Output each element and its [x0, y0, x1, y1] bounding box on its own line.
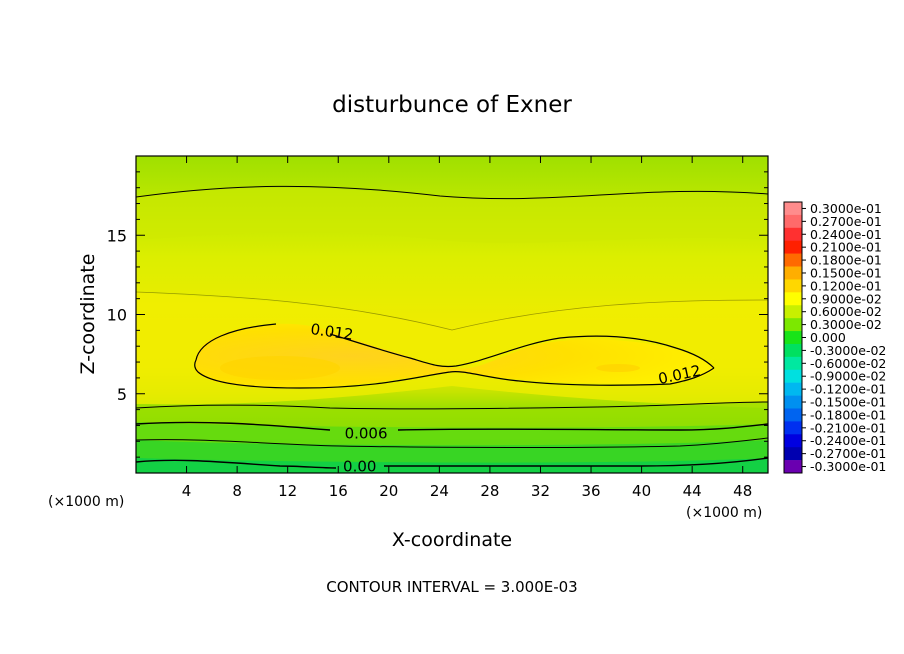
- contour-line: [136, 185, 768, 200]
- colorbar-swatch: [784, 369, 802, 383]
- colorbar-label: -0.1200e-01: [810, 382, 886, 397]
- contour-line-0.00: [136, 457, 768, 469]
- y-tick-label: 10: [107, 306, 127, 325]
- x-tick-label: 20: [379, 482, 398, 500]
- contour-label: 0.00: [343, 458, 376, 476]
- x-tick-label: 40: [632, 482, 651, 500]
- colorbar-label: -0.3000e-02: [810, 343, 886, 358]
- contour-line: [136, 401, 768, 410]
- contour-label-group: 0.006: [345, 424, 388, 442]
- colorbar-swatch: [784, 395, 802, 409]
- x-tick-label: 28: [480, 482, 499, 500]
- contour-line-0.012: [194, 323, 715, 389]
- x-tick-label: 24: [430, 482, 449, 500]
- x-unit-label-left: (×1000 m): [48, 494, 124, 510]
- contour-interval-footer: CONTOUR INTERVAL = 3.000E-03: [326, 578, 577, 596]
- y-tick-label: 15: [107, 226, 127, 245]
- x-tick-label: 8: [232, 482, 242, 500]
- field-band-upper: [136, 187, 768, 244]
- colorbar-label: -0.1500e-01: [810, 395, 886, 410]
- contour-line: [136, 437, 768, 448]
- colorbar-swatch: [784, 240, 802, 254]
- colorbar-label: 0.1800e-01: [810, 253, 882, 268]
- x-tick-label: 12: [278, 482, 297, 500]
- colorbar-swatch: [784, 408, 802, 422]
- colorbar-swatch: [784, 447, 802, 461]
- plot-area: [136, 156, 768, 473]
- contour-label: 0.006: [345, 424, 388, 442]
- colorbar-swatch: [784, 421, 802, 435]
- colorbar-label: -0.2700e-01: [810, 446, 886, 461]
- colorbar-swatch: [784, 202, 802, 216]
- colorbar-swatch: [784, 292, 802, 306]
- colorbar-swatch: [784, 434, 802, 448]
- contour-label-group: 0.00: [343, 458, 376, 476]
- x-tick-label: 44: [683, 482, 702, 500]
- y-tick-label: 5: [117, 385, 127, 404]
- colorbar-label: 0.3000e-02: [810, 317, 882, 332]
- contour-label-group: 0.012: [309, 320, 354, 344]
- colorbar-label: -0.1800e-01: [810, 407, 886, 422]
- colorbar-swatch: [784, 266, 802, 280]
- field-peak-right: [596, 364, 640, 372]
- colorbar-swatch: [784, 356, 802, 371]
- contour-line: [136, 291, 768, 331]
- colorbar-label: 0.2700e-01: [810, 214, 882, 229]
- colorbar-label: 0.3000e-01: [810, 201, 882, 216]
- colorbar-label: -0.6000e-02: [810, 356, 886, 371]
- x-tick-label: 4: [182, 482, 192, 500]
- colorbar-label: -0.2100e-01: [810, 420, 886, 435]
- x-unit-label-right: (×1000 m): [686, 505, 762, 521]
- colorbar-label: -0.2400e-01: [810, 433, 886, 448]
- colorbar-swatch: [784, 382, 802, 396]
- colorbar-swatch: [784, 227, 802, 242]
- colorbar-label: -0.3000e-01: [810, 459, 886, 474]
- colorbar-label: 0.6000e-02: [810, 304, 882, 319]
- chart-title: disturbunce of Exner: [332, 92, 572, 118]
- colorbar-swatch: [784, 343, 802, 358]
- colorbar-swatch: [784, 279, 802, 293]
- colorbar-label: 0.1500e-01: [810, 265, 882, 280]
- colorbar-swatch: [784, 331, 802, 345]
- colorbar-swatch: [784, 305, 802, 319]
- contour-line-0.006: [136, 421, 768, 431]
- x-tick-label: 32: [531, 482, 550, 500]
- x-tick-label: 36: [581, 482, 600, 500]
- colorbar-label: -0.9000e-02: [810, 369, 886, 384]
- x-tick-label: 16: [329, 482, 348, 500]
- colorbar-label: 0.1200e-01: [810, 278, 882, 293]
- colorbar: 0.3000e-010.2700e-010.2400e-010.2100e-01…: [783, 201, 886, 474]
- contour-label: 0.012: [309, 320, 354, 344]
- colorbar-label: 0.9000e-02: [810, 291, 882, 306]
- field-peak-left: [220, 356, 340, 380]
- colorbar-swatch: [784, 460, 802, 474]
- colorbar-swatch: [784, 214, 802, 229]
- colorbar-label: 0.2100e-01: [810, 240, 882, 255]
- colorbar-label: 0.000: [810, 330, 846, 345]
- colorbar-swatch: [784, 318, 802, 332]
- x-tick-label: 48: [733, 482, 752, 500]
- colorbar-label: 0.2400e-01: [810, 227, 882, 242]
- x-axis-label: X-coordinate: [392, 529, 512, 551]
- colorbar-swatch: [784, 253, 802, 267]
- y-axis-label: Z-coordinate: [77, 254, 99, 375]
